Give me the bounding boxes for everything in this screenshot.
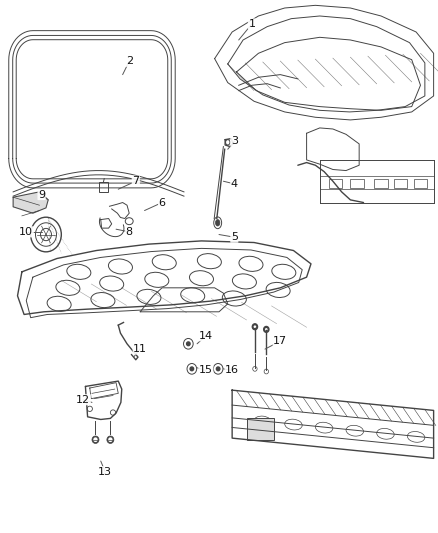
Ellipse shape: [107, 436, 114, 443]
Text: 8: 8: [126, 227, 133, 237]
Text: 17: 17: [273, 336, 287, 346]
Text: 4: 4: [231, 179, 238, 189]
Text: 13: 13: [98, 467, 112, 477]
Text: 9: 9: [38, 190, 45, 199]
Text: 15: 15: [199, 366, 213, 375]
Text: 5: 5: [231, 232, 238, 242]
Text: 3: 3: [231, 136, 238, 146]
Ellipse shape: [254, 325, 256, 328]
Text: 16: 16: [225, 366, 239, 375]
Text: 10: 10: [19, 227, 33, 237]
FancyBboxPatch shape: [247, 418, 274, 440]
Ellipse shape: [190, 367, 194, 371]
Ellipse shape: [264, 326, 269, 333]
Ellipse shape: [92, 436, 99, 443]
Ellipse shape: [265, 328, 268, 330]
Ellipse shape: [252, 324, 258, 329]
Ellipse shape: [187, 342, 190, 345]
Polygon shape: [13, 192, 48, 213]
Ellipse shape: [93, 437, 98, 442]
Text: 14: 14: [199, 331, 213, 341]
Ellipse shape: [108, 437, 113, 442]
Ellipse shape: [215, 220, 220, 226]
Text: 7: 7: [132, 176, 139, 186]
Text: 12: 12: [76, 395, 90, 405]
Text: 2: 2: [126, 56, 133, 66]
Text: 6: 6: [159, 198, 166, 207]
Text: 11: 11: [133, 344, 147, 354]
Ellipse shape: [216, 367, 220, 371]
Text: 1: 1: [248, 19, 255, 29]
